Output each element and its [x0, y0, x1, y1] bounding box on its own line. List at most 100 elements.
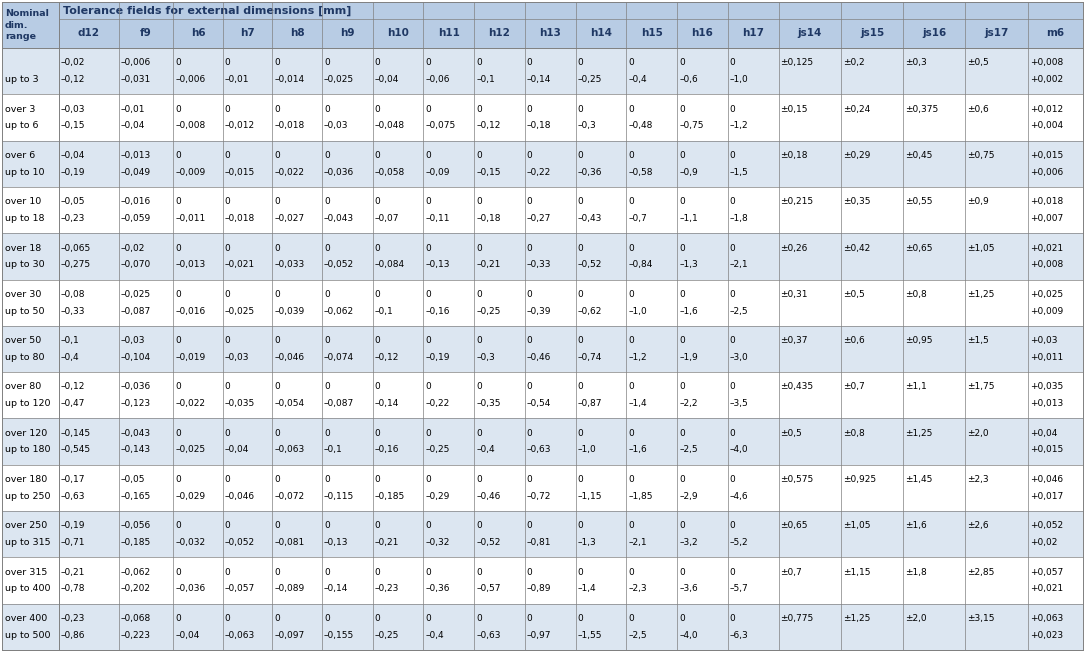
- Text: ±3,15: ±3,15: [968, 614, 995, 623]
- Text: 0: 0: [225, 522, 230, 530]
- Text: –1,85: –1,85: [628, 492, 653, 501]
- Text: ±0,29: ±0,29: [843, 151, 870, 160]
- Bar: [2, 2, 1083, 48]
- Text: –0,057: –0,057: [225, 584, 255, 593]
- Text: 0: 0: [275, 475, 280, 484]
- Text: h11: h11: [438, 29, 460, 38]
- Text: –0,063: –0,063: [225, 630, 255, 640]
- Text: +0,046: +0,046: [1030, 475, 1063, 484]
- Text: 0: 0: [425, 104, 431, 113]
- Text: 0: 0: [577, 198, 584, 206]
- Text: –1,4: –1,4: [628, 399, 647, 408]
- Text: 0: 0: [175, 429, 181, 437]
- Text: –3,2: –3,2: [679, 538, 698, 547]
- Text: –0,04: –0,04: [225, 445, 250, 454]
- Text: 0: 0: [679, 475, 685, 484]
- Text: –1,0: –1,0: [577, 445, 597, 454]
- Text: –0,019: –0,019: [175, 353, 205, 362]
- Text: 0: 0: [679, 383, 685, 391]
- Text: –0,17: –0,17: [61, 475, 86, 484]
- Text: over 250: over 250: [5, 522, 48, 530]
- Text: –0,21: –0,21: [374, 538, 399, 547]
- Text: –0,04: –0,04: [61, 151, 86, 160]
- Text: 0: 0: [527, 568, 533, 577]
- Text: –0,070: –0,070: [120, 260, 151, 269]
- Text: 0: 0: [476, 104, 482, 113]
- Text: +0,063: +0,063: [1030, 614, 1063, 623]
- Text: 0: 0: [476, 336, 482, 345]
- Text: –0,155: –0,155: [324, 630, 354, 640]
- Text: over 315: over 315: [5, 568, 48, 577]
- Text: 0: 0: [324, 614, 330, 623]
- Text: –0,52: –0,52: [577, 260, 602, 269]
- Text: up to 3: up to 3: [5, 75, 39, 84]
- Text: 0: 0: [374, 151, 381, 160]
- Text: –1,8: –1,8: [730, 214, 749, 223]
- Text: ±0,575: ±0,575: [780, 475, 814, 484]
- Text: 0: 0: [324, 244, 330, 252]
- Text: over 10: over 10: [5, 198, 41, 206]
- Text: –0,08: –0,08: [61, 290, 86, 299]
- Text: 0: 0: [425, 290, 431, 299]
- Text: up to 6: up to 6: [5, 121, 38, 130]
- Text: ±0,215: ±0,215: [780, 198, 814, 206]
- Text: 0: 0: [324, 104, 330, 113]
- Text: –2,5: –2,5: [679, 445, 698, 454]
- Text: 0: 0: [577, 151, 584, 160]
- Text: 0: 0: [476, 58, 482, 67]
- Text: –0,52: –0,52: [476, 538, 500, 547]
- Text: 0: 0: [527, 522, 533, 530]
- Text: ±0,37: ±0,37: [780, 336, 808, 345]
- Text: over 6: over 6: [5, 151, 35, 160]
- Text: –0,35: –0,35: [476, 399, 500, 408]
- Text: ±0,65: ±0,65: [780, 522, 808, 530]
- Text: up to 400: up to 400: [5, 584, 51, 593]
- Text: –0,23: –0,23: [374, 584, 399, 593]
- Text: 0: 0: [374, 290, 381, 299]
- Text: 0: 0: [730, 290, 736, 299]
- Text: 0: 0: [275, 58, 280, 67]
- Bar: [2, 557, 1083, 604]
- Text: –0,18: –0,18: [476, 214, 500, 223]
- Text: –0,011: –0,011: [175, 214, 205, 223]
- Text: +0,007: +0,007: [1030, 214, 1063, 223]
- Text: ±0,5: ±0,5: [968, 58, 990, 67]
- Text: –0,048: –0,048: [374, 121, 405, 130]
- Text: –0,21: –0,21: [476, 260, 500, 269]
- Text: 0: 0: [275, 151, 280, 160]
- Text: 0: 0: [374, 244, 381, 252]
- Text: 0: 0: [275, 244, 280, 252]
- Text: ±0,31: ±0,31: [780, 290, 808, 299]
- Text: 0: 0: [577, 244, 584, 252]
- Text: 0: 0: [679, 336, 685, 345]
- Text: –1,1: –1,1: [679, 214, 698, 223]
- Text: –0,84: –0,84: [628, 260, 653, 269]
- Bar: [2, 419, 1083, 465]
- Text: 0: 0: [225, 151, 230, 160]
- Text: –0,3: –0,3: [476, 353, 495, 362]
- Text: –0,7: –0,7: [628, 214, 647, 223]
- Text: –0,12: –0,12: [374, 353, 399, 362]
- Text: –1,0: –1,0: [628, 306, 647, 316]
- Text: 0: 0: [527, 58, 533, 67]
- Text: –0,62: –0,62: [577, 306, 602, 316]
- Text: 0: 0: [275, 336, 280, 345]
- Text: –0,21: –0,21: [61, 568, 86, 577]
- Text: 0: 0: [476, 614, 482, 623]
- Text: –0,03: –0,03: [61, 104, 86, 113]
- Text: 0: 0: [425, 383, 431, 391]
- Text: up to 80: up to 80: [5, 353, 44, 362]
- Text: 0: 0: [374, 198, 381, 206]
- Text: 0: 0: [476, 522, 482, 530]
- Text: –0,46: –0,46: [476, 492, 500, 501]
- Text: –0,63: –0,63: [527, 445, 551, 454]
- Text: ±0,375: ±0,375: [905, 104, 939, 113]
- Text: 0: 0: [476, 475, 482, 484]
- Text: 0: 0: [730, 568, 736, 577]
- Text: +0,023: +0,023: [1030, 630, 1063, 640]
- Text: 0: 0: [425, 198, 431, 206]
- Text: ±0,45: ±0,45: [905, 151, 932, 160]
- Text: ±1,45: ±1,45: [905, 475, 932, 484]
- Text: –2,9: –2,9: [679, 492, 698, 501]
- Text: –0,062: –0,062: [324, 306, 354, 316]
